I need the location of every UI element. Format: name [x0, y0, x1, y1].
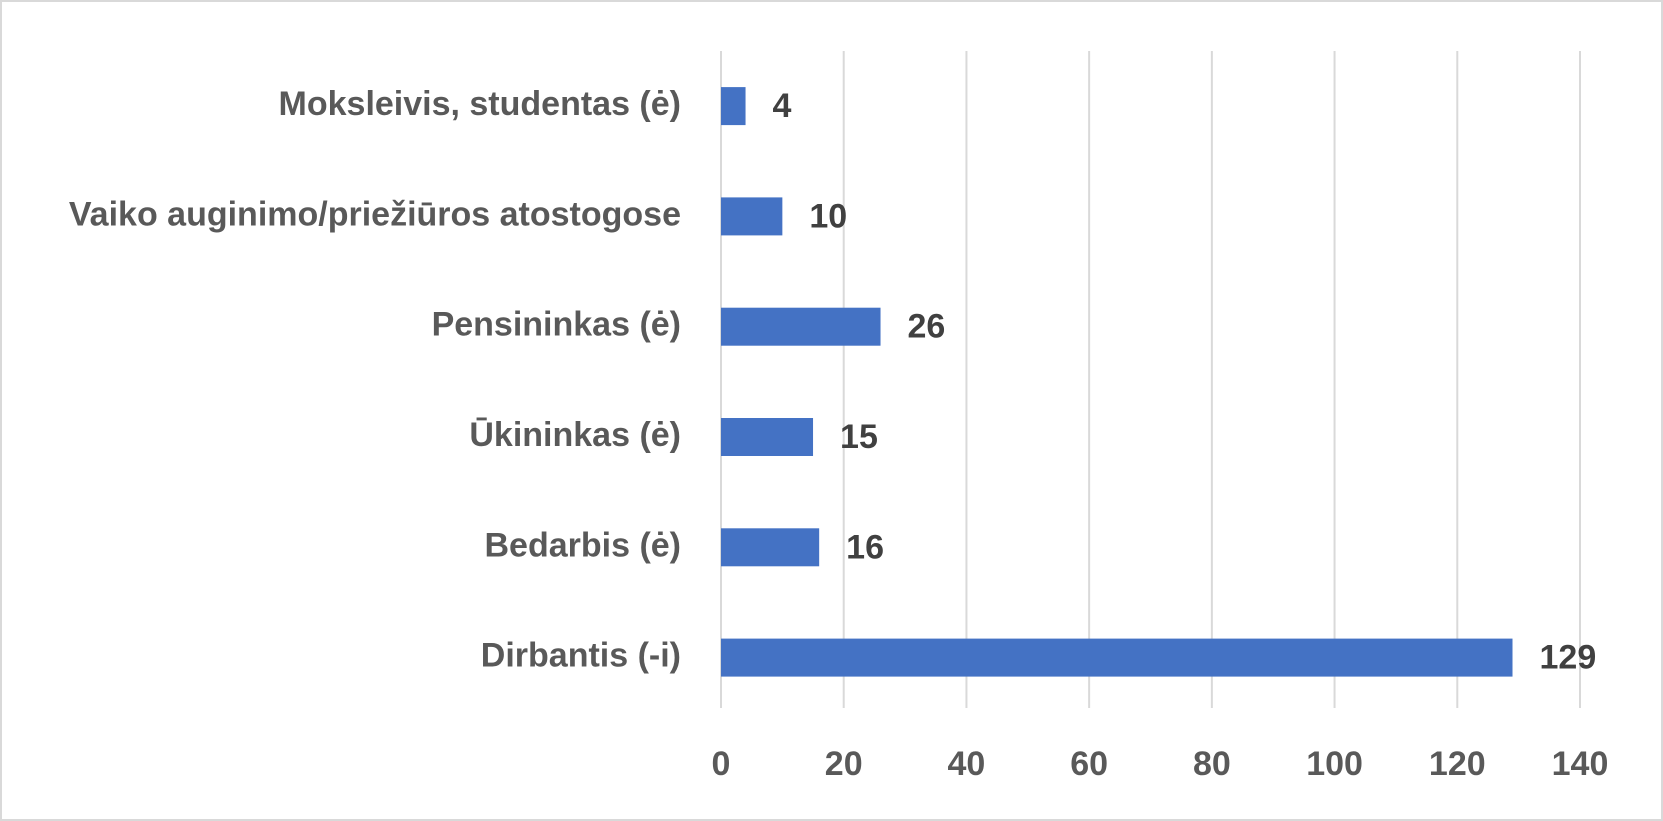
y-tick-label: Bedarbis (ė): [485, 526, 682, 564]
bar: [721, 307, 881, 346]
data-label: 16: [846, 528, 884, 566]
x-tick-label: 20: [825, 745, 863, 783]
y-tick-label: Vaiko auginimo/priežiūros atostogose: [69, 195, 681, 233]
data-label: 15: [840, 418, 878, 456]
data-label: 26: [908, 308, 946, 346]
x-tick-label: 80: [1193, 745, 1231, 783]
bar: [721, 638, 1513, 677]
data-label: 129: [1540, 639, 1597, 677]
data-label: 4: [773, 87, 792, 125]
y-tick-label: Moksleivis, studentas (ė): [279, 85, 681, 123]
data-label: 10: [809, 197, 847, 235]
bar: [721, 87, 746, 126]
x-tick-label: 0: [712, 745, 731, 783]
bar: [721, 418, 814, 456]
y-tick-label: Pensininkas (ė): [432, 306, 681, 344]
x-tick-label: 60: [1070, 745, 1108, 783]
y-tick-label: Ūkininkas (ė): [469, 416, 681, 454]
bar: [721, 197, 783, 236]
x-tick-label: 100: [1306, 745, 1363, 783]
x-tick-label: 40: [948, 745, 986, 783]
x-tick-label: 120: [1429, 745, 1486, 783]
bar: [721, 528, 820, 567]
x-tick-label: 140: [1552, 745, 1609, 783]
y-tick-label: Dirbantis (-i): [481, 637, 681, 675]
